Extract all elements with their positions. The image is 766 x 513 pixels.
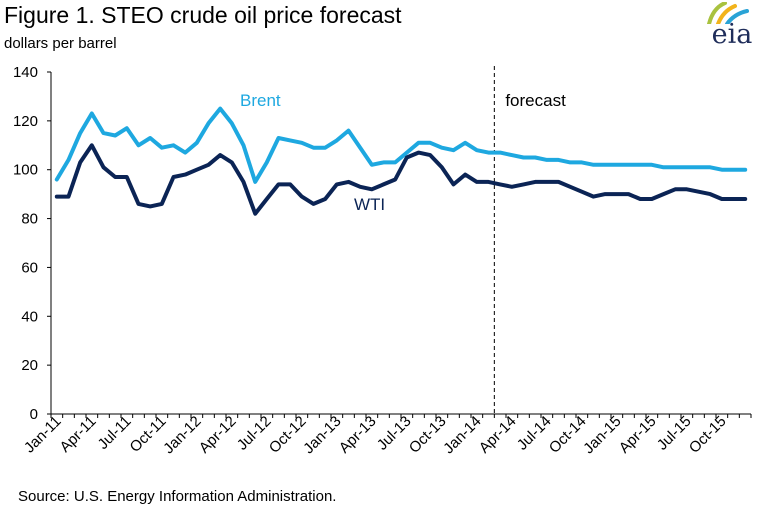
x-tick-label: Oct-14 xyxy=(546,413,590,457)
chart-title: Figure 1. STEO crude oil price forecast xyxy=(4,2,402,28)
y-tick-label: 0 xyxy=(30,406,38,423)
series-label-wti: WTI xyxy=(354,195,385,214)
source-note: Source: U.S. Energy Information Administ… xyxy=(18,488,337,505)
x-tick-label: Apr-11 xyxy=(57,413,100,456)
x-tick-label: Apr-14 xyxy=(476,413,520,457)
y-tick-label: 20 xyxy=(21,357,38,374)
eia-logo: eia xyxy=(703,1,761,50)
y-tick-label: 60 xyxy=(21,259,38,276)
chart-labels: forecast Brent WTI xyxy=(240,91,566,214)
y-axis-unit-label: dollars per barrel xyxy=(4,35,117,52)
y-tick-label: 100 xyxy=(13,162,38,179)
series-line-brent xyxy=(54,106,748,184)
x-tick-label: Jan-15 xyxy=(580,413,624,457)
series-line-wti xyxy=(54,143,748,216)
y-tick-label: 80 xyxy=(21,211,38,228)
x-tick-label: Apr-12 xyxy=(196,413,240,457)
x-tick-label: Oct-13 xyxy=(406,413,450,457)
x-tick-label: Jan-12 xyxy=(160,413,204,457)
x-tick-label: Jan-13 xyxy=(300,413,344,457)
axes: 020406080100120140Jan-11Apr-11Jul-11Oct-… xyxy=(13,64,752,457)
y-tick-label: 40 xyxy=(21,308,38,325)
forecast-label: forecast xyxy=(505,91,566,110)
x-tick-label: Jan-14 xyxy=(440,413,484,457)
logo-wordmark: eia xyxy=(711,19,753,50)
y-tick-label: 120 xyxy=(13,113,38,130)
logo-rays-icon xyxy=(707,1,749,26)
x-tick-label: Jan-11 xyxy=(21,413,65,457)
x-tick-label: Apr-13 xyxy=(336,413,380,457)
series-label-brent: Brent xyxy=(240,91,281,110)
x-tick-label: Oct-15 xyxy=(686,413,730,457)
y-tick-label: 140 xyxy=(13,64,38,81)
x-tick-label: Oct-12 xyxy=(266,413,310,457)
series-lines xyxy=(54,106,748,216)
x-tick-label: Apr-15 xyxy=(616,413,660,457)
